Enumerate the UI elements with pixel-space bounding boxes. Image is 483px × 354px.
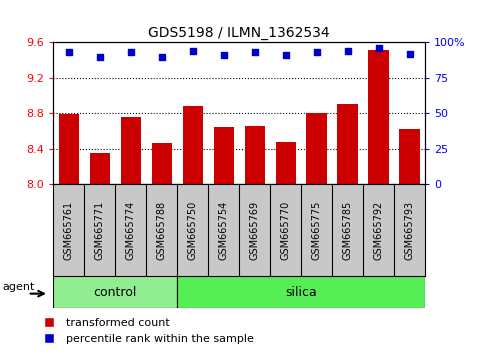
Bar xyxy=(152,143,171,184)
Text: GSM665750: GSM665750 xyxy=(187,200,198,260)
Bar xyxy=(177,276,425,308)
Bar xyxy=(121,117,141,184)
Text: GSM665770: GSM665770 xyxy=(281,200,291,260)
Text: silica: silica xyxy=(285,286,317,298)
Bar xyxy=(399,129,420,184)
Title: GDS5198 / ILMN_1362534: GDS5198 / ILMN_1362534 xyxy=(148,26,330,40)
Bar xyxy=(58,114,79,184)
Bar xyxy=(275,142,296,184)
Bar xyxy=(53,276,177,308)
Bar xyxy=(89,153,110,184)
Text: GSM665793: GSM665793 xyxy=(405,200,414,260)
Legend: transformed count, percentile rank within the sample: transformed count, percentile rank withi… xyxy=(34,314,258,348)
Point xyxy=(189,48,197,54)
Point xyxy=(220,52,227,58)
Text: control: control xyxy=(93,286,137,298)
Point xyxy=(251,50,258,55)
Bar xyxy=(369,50,389,184)
Text: GSM665774: GSM665774 xyxy=(126,200,136,260)
Bar xyxy=(244,126,265,184)
Bar xyxy=(338,104,357,184)
Text: GSM665788: GSM665788 xyxy=(156,200,167,260)
Text: GSM665769: GSM665769 xyxy=(250,200,259,260)
Text: GSM665761: GSM665761 xyxy=(64,200,73,260)
Point xyxy=(375,45,383,51)
Text: GSM665775: GSM665775 xyxy=(312,200,322,260)
Bar xyxy=(213,127,234,184)
Text: agent: agent xyxy=(3,282,35,292)
Text: GSM665771: GSM665771 xyxy=(95,200,105,260)
Point xyxy=(158,54,166,59)
Text: GSM665785: GSM665785 xyxy=(342,200,353,260)
Point xyxy=(96,54,103,59)
Point xyxy=(127,50,134,55)
Point xyxy=(344,48,352,54)
Point xyxy=(313,50,320,55)
Point xyxy=(406,51,413,57)
Point xyxy=(282,52,289,58)
Point xyxy=(65,50,72,55)
Text: GSM665792: GSM665792 xyxy=(373,200,384,260)
Bar xyxy=(183,106,203,184)
Bar xyxy=(307,113,327,184)
Text: GSM665754: GSM665754 xyxy=(219,200,228,260)
